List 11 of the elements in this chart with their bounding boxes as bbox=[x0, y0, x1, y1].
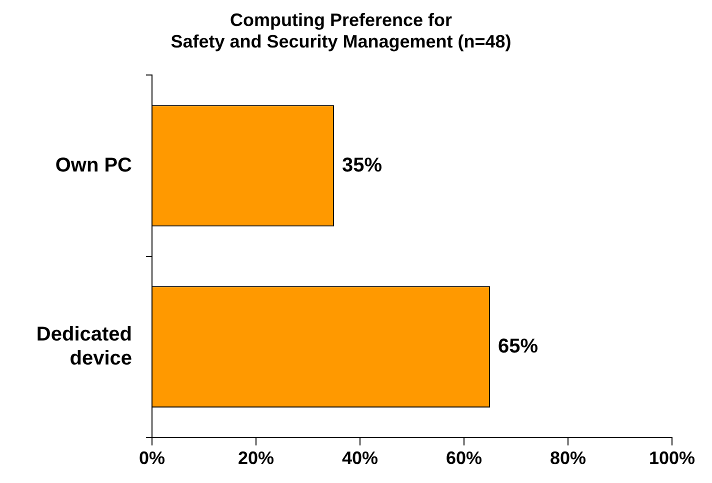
x-tick-label: 20% bbox=[238, 448, 274, 468]
data-label: 65% bbox=[498, 335, 538, 358]
x-tick-label: 80% bbox=[550, 448, 586, 468]
x-tick-label: 40% bbox=[342, 448, 378, 468]
y-tick-label: Own PC bbox=[55, 154, 132, 176]
x-tick-label: 60% bbox=[446, 448, 482, 468]
y-tick-label: Dedicated device bbox=[36, 323, 132, 370]
x-tick-label: 0% bbox=[138, 448, 166, 468]
chart-title: Computing Preference for Safety and Security Management (n=48) bbox=[170, 10, 512, 52]
data-label: 35% bbox=[342, 154, 382, 176]
x-tick-label: 100% bbox=[648, 448, 696, 468]
